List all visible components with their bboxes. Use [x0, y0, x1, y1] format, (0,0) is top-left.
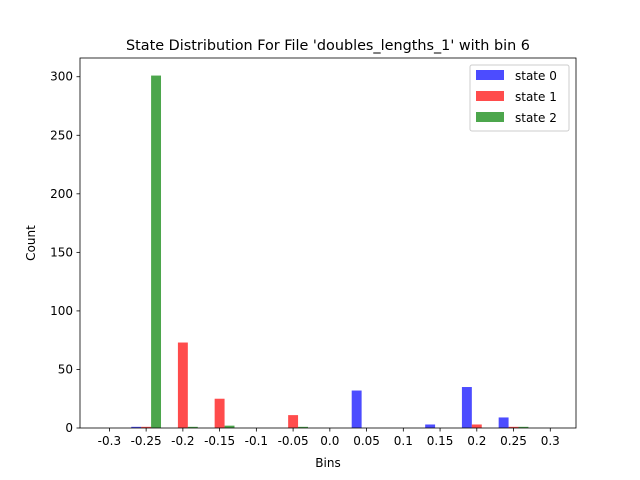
- legend-swatch-state-2: [476, 112, 504, 122]
- bar-state-2-bin-1: [151, 75, 162, 428]
- y-tick-label: 200: [50, 187, 73, 201]
- bar-state-1-bin-2: [177, 342, 188, 428]
- x-axis-label: Bins: [315, 456, 340, 470]
- bar-state-1-bin-1: [141, 426, 152, 428]
- legend-label-state-1: state 1: [515, 90, 557, 104]
- x-tick-label: -0.2: [171, 434, 194, 448]
- x-tick-label: 0.25: [500, 434, 527, 448]
- x-tick-label: 0.3: [541, 434, 560, 448]
- x-tick-label: -0.05: [278, 434, 309, 448]
- y-tick-label: 300: [50, 70, 73, 84]
- x-tick-label: 0.2: [467, 434, 486, 448]
- bar-state-0-bin-9: [425, 424, 436, 428]
- bar-state-0-bin-7: [351, 390, 362, 428]
- y-tick-label: 0: [65, 421, 73, 435]
- x-tick-label: 0.1: [394, 434, 413, 448]
- bar-state-2-bin-2: [187, 426, 198, 428]
- y-axis: 0 50 100 150 200 250 300: [50, 70, 80, 435]
- bar-state-2-bin-11: [518, 426, 529, 428]
- bar-state-0-bin-1: [131, 426, 142, 428]
- legend: state 0 state 1 state 2: [469, 64, 570, 132]
- x-tick-label: 0.05: [353, 434, 380, 448]
- bar-state-2-bin-3: [224, 425, 235, 428]
- legend-label-state-2: state 2: [515, 111, 557, 125]
- y-tick-label: 50: [58, 362, 73, 376]
- legend-swatch-state-1: [476, 91, 504, 101]
- y-tick-label: 100: [50, 304, 73, 318]
- bar-state-0-bin-10: [461, 387, 472, 428]
- legend-label-state-0: state 0: [515, 69, 557, 83]
- bar-state-1-bin-10: [471, 424, 482, 428]
- y-tick-label: 150: [50, 245, 73, 259]
- x-tick-label: -0.25: [131, 434, 162, 448]
- bar-state-1-bin-5: [288, 415, 299, 428]
- bar-state-2-bin-5: [298, 426, 308, 428]
- chart-title: State Distribution For File 'doubles_len…: [126, 38, 530, 54]
- x-tick-label: 0.15: [427, 434, 454, 448]
- x-tick-label: -0.1: [245, 434, 268, 448]
- legend-swatch-state-0: [476, 70, 504, 80]
- bar-state-0-bin-11: [498, 417, 509, 428]
- plot-frame: [79, 57, 577, 429]
- x-tick-label: -0.15: [204, 434, 235, 448]
- x-tick-label: -0.3: [98, 434, 121, 448]
- x-tick-label: 0.0: [320, 434, 339, 448]
- y-tick-label: 250: [50, 128, 73, 142]
- bars-group: [131, 75, 529, 428]
- x-axis: -0.3 -0.25 -0.2 -0.15 -0.1 -0.05 0.0 0.05 0.1 0.1…: [98, 428, 560, 448]
- y-axis-label: Count: [24, 225, 38, 261]
- bar-state-1-bin-3: [214, 398, 225, 428]
- bar-state-1-bin-11: [508, 426, 519, 428]
